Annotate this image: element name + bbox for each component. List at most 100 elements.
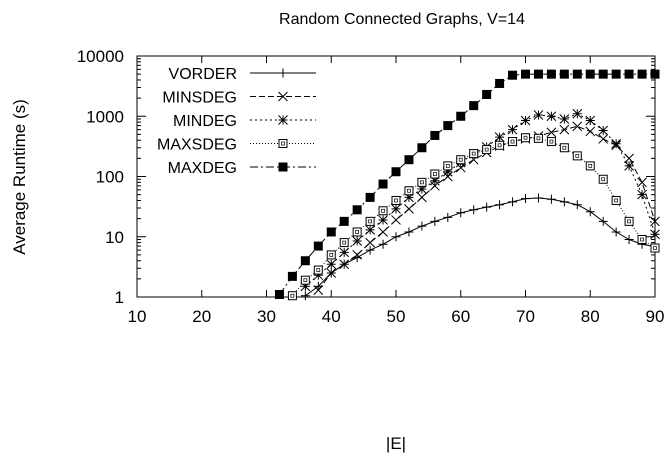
x-tick-label: 40 [322,307,341,326]
data-point [585,69,595,79]
legend-marker [278,68,288,78]
series-maxdeg [274,69,660,300]
data-point [365,245,375,255]
data-point [287,291,297,301]
data-point-inner [640,237,644,242]
data-point [650,243,660,253]
data-point [404,204,414,214]
data-point-inner [536,136,541,141]
data-point [469,149,479,159]
data-point-inner [614,198,619,203]
data-point [456,111,466,121]
data-point [442,171,453,182]
data-point [650,69,660,79]
data-point [637,235,647,245]
data-point [611,195,621,205]
data-point [637,189,647,200]
data-point-inner [627,219,631,224]
data-point [287,271,297,281]
data-point-inner [394,198,398,203]
data-point [572,200,582,210]
data-point [559,124,570,135]
data-point [546,127,557,138]
data-point [430,216,440,226]
legend-label: MINDEG [173,113,237,130]
data-point [391,195,401,205]
data-point [300,275,310,285]
data-point [611,227,621,237]
data-point-inner [458,157,463,162]
data-point [365,225,375,235]
legend-marker-inner [281,141,285,146]
data-point [313,285,324,295]
data-point [443,121,453,131]
data-point [313,265,323,275]
data-point-inner [601,177,606,182]
data-point [429,180,440,191]
data-point [326,268,337,278]
legend-marker [278,162,288,172]
data-point [339,247,350,258]
data-point [495,200,505,210]
legend-marker [278,139,288,148]
data-point [300,281,311,292]
data-point [378,227,388,237]
data-point [339,238,349,248]
data-point [365,216,375,226]
data-point [404,227,414,237]
data-point [300,291,310,301]
data-point [598,174,608,184]
data-point-inner [484,147,489,152]
y-tick-label: 10000 [77,47,124,66]
data-point [339,259,350,270]
y-tick-label: 10 [105,228,124,247]
data-point [572,121,583,132]
data-point-inner [653,246,657,250]
data-point [391,204,401,214]
x-tick-label: 30 [257,307,276,326]
data-point [533,133,543,143]
data-point [482,89,492,99]
data-point [482,202,492,212]
data-point [637,177,647,188]
data-point-inner [445,164,450,168]
data-point [546,137,556,147]
data-point [624,161,634,171]
data-point [650,216,660,227]
data-point [430,130,440,140]
data-point [521,133,530,143]
data-point [391,215,401,225]
series-line [305,197,656,297]
data-point [442,166,453,177]
data-point [521,69,530,79]
data-point [521,194,530,204]
data-point [559,69,569,79]
x-tick-label: 90 [646,307,665,326]
data-point-inner [303,278,308,283]
data-point [585,161,595,171]
data-point [494,132,505,142]
data-point [533,193,543,203]
data-point [456,208,466,218]
data-point [611,138,622,149]
data-point [352,205,362,215]
data-point-inner [497,143,502,148]
data-point-inner [562,145,567,150]
data-point [352,227,362,237]
x-tick-label: 50 [387,307,406,326]
data-point-inner [381,208,385,213]
legend-label: MAXDEG [168,160,237,177]
data-point [508,137,518,147]
data-point [520,115,531,126]
data-point [624,235,634,245]
data-point [637,69,647,79]
data-point-inner [510,139,515,144]
data-point [443,212,453,222]
data-point [469,205,479,215]
data-point [443,161,453,171]
data-point [598,134,609,144]
chart-title: Random Connected Graphs, V=14 [279,11,525,28]
data-point [378,239,388,249]
series-line [292,137,656,297]
